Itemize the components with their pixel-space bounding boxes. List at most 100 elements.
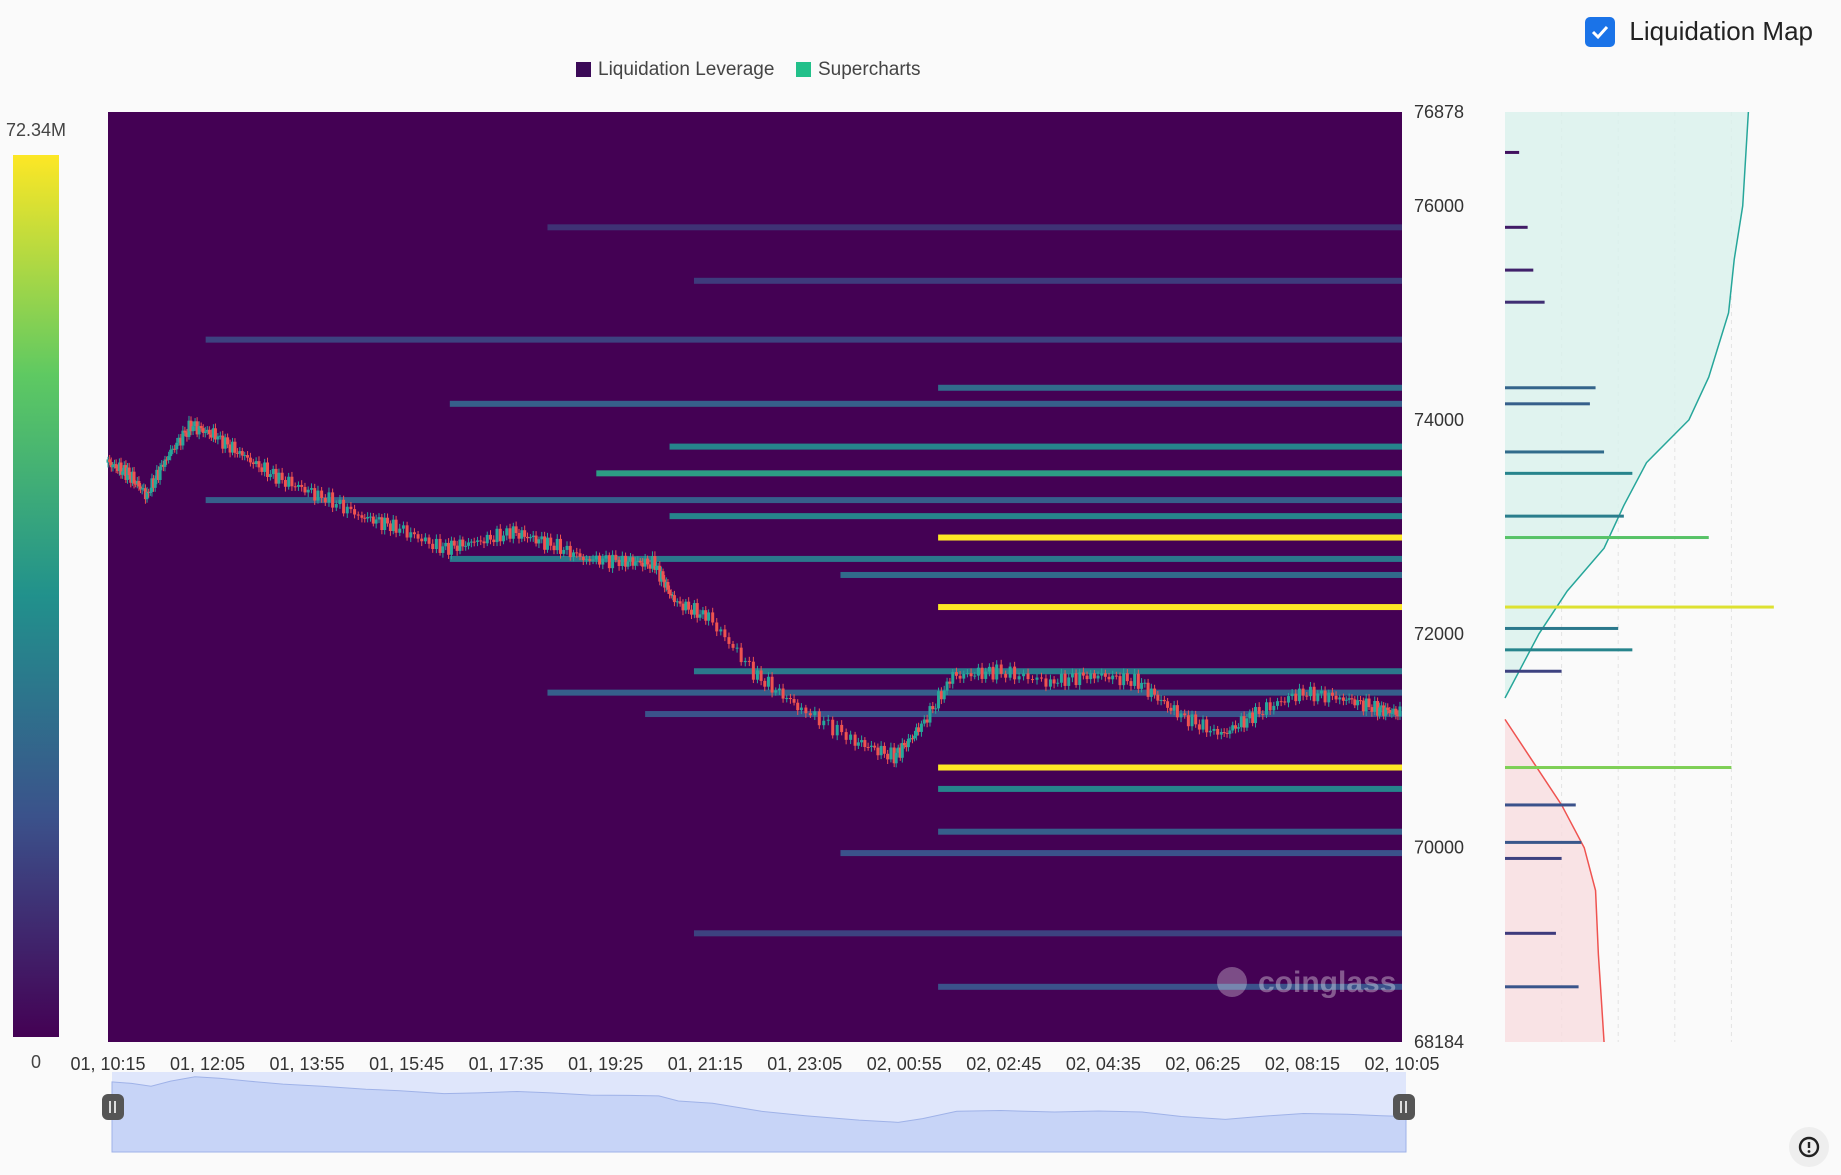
candle-body (555, 538, 559, 551)
candle-body (1201, 719, 1205, 730)
candle-body (309, 488, 313, 490)
candle-body (420, 538, 424, 542)
candle-body (900, 742, 904, 758)
candle-body (751, 661, 755, 680)
candle-body (152, 478, 156, 488)
left-handle-grip-icon[interactable] (102, 1094, 124, 1120)
price-candles (106, 415, 1402, 768)
candle-body (954, 672, 958, 676)
candle-body (1275, 701, 1279, 706)
candle-body (894, 752, 898, 764)
candle-body (908, 738, 912, 740)
candle-body (617, 559, 621, 567)
heat-band-11 (547, 689, 1402, 696)
candle-body (774, 690, 778, 693)
candle-body (1205, 719, 1209, 733)
settings-gear-icon[interactable] (1789, 1127, 1829, 1167)
candle-body (1219, 731, 1223, 735)
heat-band-12 (645, 711, 1402, 718)
candle-body (520, 530, 524, 539)
candle-body (1308, 686, 1312, 697)
legend-label-supercharts[interactable]: Supercharts (818, 59, 920, 80)
time-navigator[interactable] (102, 1072, 1415, 1153)
candle-body (808, 713, 812, 716)
candle-body (223, 437, 227, 449)
heat-band-19 (693, 277, 1402, 284)
liquidation-map-toggle[interactable]: Liquidation Map (1585, 16, 1813, 47)
candle-body (638, 560, 642, 563)
navigator-right-handle[interactable] (1393, 1094, 1415, 1120)
candle-body (263, 462, 267, 472)
candle-body (822, 720, 826, 726)
candle-body (631, 557, 635, 566)
candle-body (925, 719, 929, 723)
candle-body (942, 690, 946, 700)
candle-body (467, 542, 471, 546)
heat-band-5 (938, 384, 1402, 391)
candle-body (796, 702, 800, 711)
check-icon[interactable] (1585, 16, 1616, 47)
candle-body (948, 681, 952, 684)
candle-body (650, 556, 654, 569)
candle-body (1261, 713, 1265, 715)
candle-body (951, 672, 955, 684)
candle-body (106, 459, 110, 463)
candle-body (849, 734, 853, 740)
candle-body (398, 528, 402, 533)
candle-body (588, 559, 592, 561)
navigator-left-handle[interactable] (102, 1094, 124, 1120)
candle-body (1156, 694, 1160, 701)
candle-body (781, 688, 785, 699)
candle-body (165, 459, 169, 461)
candle-body (711, 612, 715, 623)
candle-body (763, 680, 767, 687)
colorbar-max-label: 72.34M (6, 120, 66, 140)
candle-body (1114, 675, 1118, 677)
candle-body (394, 519, 398, 533)
candle-body (383, 517, 387, 531)
candle-body (1070, 673, 1074, 678)
candle-body (1286, 696, 1290, 703)
side-profile-bar-1 (1505, 605, 1774, 609)
candle-body (231, 441, 235, 453)
candle-body (475, 540, 479, 542)
candle-body (127, 467, 131, 476)
candle-body (817, 711, 821, 726)
candle-body (216, 436, 220, 440)
candle-body (455, 545, 459, 551)
candle-body (1330, 692, 1334, 696)
candle-body (1341, 697, 1345, 701)
candle-body (939, 691, 943, 700)
candle-body (1056, 682, 1060, 684)
candle-body (140, 488, 144, 490)
candle-body (866, 747, 870, 749)
candle-body (1356, 700, 1360, 706)
candle-body (129, 475, 133, 483)
candle-body (345, 506, 349, 514)
candle-body (517, 532, 521, 539)
side-profile-bar-19 (1505, 150, 1520, 154)
candle-body (134, 483, 138, 485)
candle-body (353, 509, 357, 515)
x-tick-label-2: 01, 13:55 (270, 1054, 345, 1074)
candle-body (111, 464, 115, 468)
candle-body (844, 732, 848, 740)
legend-label-liquidation-leverage[interactable]: Liquidation Leverage (598, 59, 774, 80)
candle-body (145, 491, 149, 500)
candle-body (1044, 678, 1048, 687)
heat-band-4 (669, 443, 1402, 450)
candle-body (1035, 677, 1039, 680)
candle-body (1294, 693, 1298, 702)
candle-body (293, 486, 297, 488)
candle-body (902, 742, 906, 746)
candle-body (334, 504, 338, 508)
heat-band-18 (205, 336, 1402, 343)
candle-body (1398, 706, 1402, 717)
candle-body (1231, 725, 1235, 731)
candle-body (863, 740, 867, 748)
candle-body (664, 582, 668, 588)
candle-body (945, 681, 949, 691)
right-handle-grip-icon[interactable] (1393, 1094, 1415, 1120)
candle-body (915, 727, 919, 736)
